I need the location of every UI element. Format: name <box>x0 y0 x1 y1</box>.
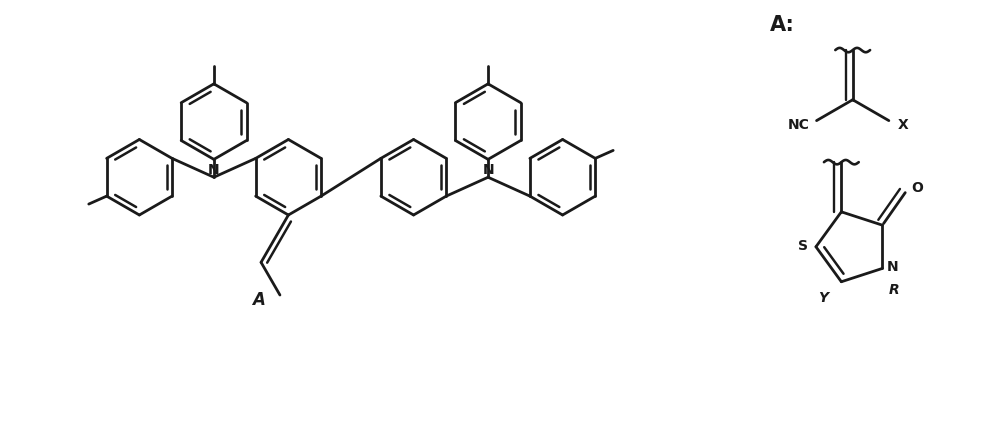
Text: N: N <box>208 163 220 177</box>
Text: NC: NC <box>788 118 810 132</box>
Text: N: N <box>482 163 494 177</box>
Text: Y: Y <box>818 290 828 305</box>
Text: O: O <box>911 181 923 195</box>
Text: S: S <box>798 239 808 253</box>
Text: A:: A: <box>770 15 795 35</box>
Text: A: A <box>252 291 265 309</box>
Text: R: R <box>889 283 900 297</box>
Text: N: N <box>887 260 898 275</box>
Text: X: X <box>897 118 908 132</box>
